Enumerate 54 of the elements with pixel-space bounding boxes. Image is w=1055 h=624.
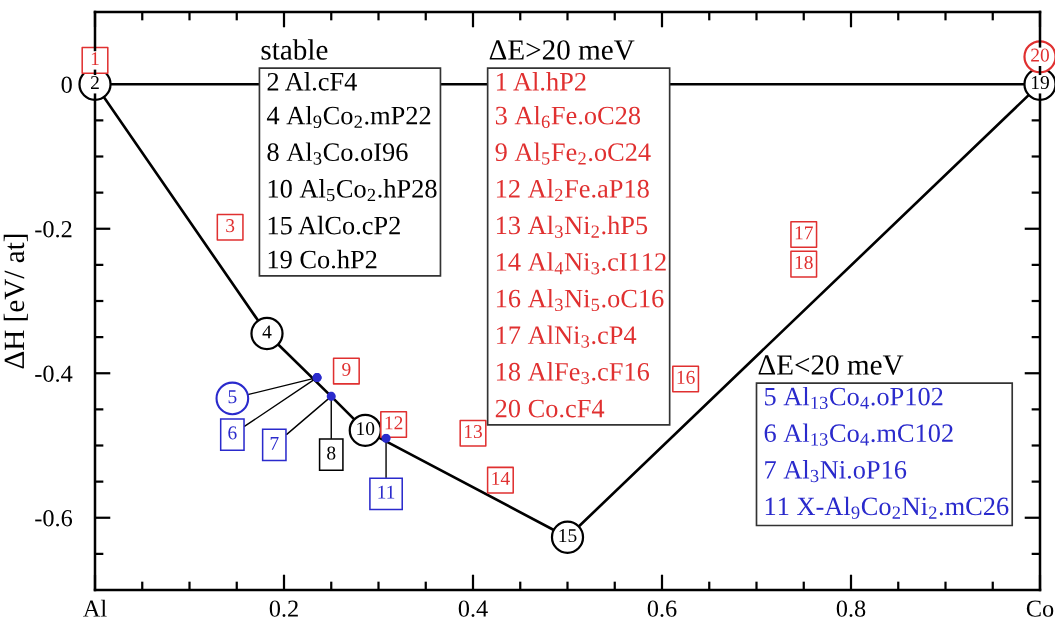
annotation: 2 (90, 76, 99, 89)
annotation: 9 (342, 362, 351, 376)
annotation: 8 (327, 446, 336, 460)
x-tick-label: Co (1026, 600, 1054, 617)
x-tick-label: 0.8 (836, 600, 866, 617)
annotation: 6 (228, 426, 237, 440)
annotation: 12 (385, 416, 403, 430)
annotation: 17 (795, 226, 813, 240)
x-tick-label: 0.4 (458, 600, 488, 617)
x-tick-label: 0.6 (647, 600, 677, 617)
annotation: 14 Al$_{4}$Ni$_{3}$.cI112 (496, 252, 666, 275)
annotation: 5 Al$_{13}$Co$_{4}$.oP102 (765, 386, 943, 410)
y-tick-label: -0.2 (35, 221, 72, 238)
annotation: 1 (91, 52, 99, 66)
annotation: 7 (270, 436, 279, 450)
annotation: 19 Co.hP2 (268, 249, 377, 269)
annotation: 3 Al$_{6}$Fe.oC28 (495, 105, 641, 129)
annotation: 16 (677, 370, 695, 384)
annotation: 16 Al$_{3}$Ni$_{5}$.oC16 (496, 288, 664, 312)
annotation: 4 (262, 325, 272, 339)
annotation: 3 (226, 219, 235, 233)
annotation: 14 (492, 472, 510, 485)
annotation: 5 (228, 390, 237, 404)
annotation: ΔE<20 meV (758, 355, 904, 375)
annotation: 11 X-Al$_{9}$Co$_{2}$Ni$_{2}$.mC26 (765, 496, 1009, 519)
annotation: 17 AlNi$_{3}$.cP4 (496, 325, 637, 348)
annotation: 8 Al$_{3}$Co.oI96 (267, 142, 408, 165)
annotation: 10 Al$_{5}$Co$_{2}$.hP28 (268, 179, 437, 202)
annotation: stable (261, 39, 328, 60)
y-tick-label: 0 (61, 76, 72, 93)
annotation: 10 (357, 422, 375, 436)
y-tick-label: -0.4 (35, 365, 73, 383)
annotation: 18 (795, 255, 813, 270)
annotation: 12 Al$_{2}$Fe.aP18 (496, 179, 649, 202)
annotation: 13 Al$_{3}$Ni$_{2}$.hP5 (496, 215, 648, 238)
annotation: 15 AlCo.cP2 (268, 215, 400, 235)
annotation: 7 Al$_{3}$Ni.oP16 (765, 460, 907, 483)
annotation: 1 Al.hP2 (496, 72, 586, 91)
annotation: 15 (559, 529, 577, 543)
y-tick-label: -0.6 (35, 510, 73, 527)
annotation: 20 Co.cF4 (495, 399, 605, 418)
y-axis-title: ΔH [eV/ at] (3, 234, 28, 369)
annotation: 20 (1031, 48, 1049, 62)
annotation: 9 Al$_{5}$Fe$_{2}$.oC24 (495, 142, 651, 165)
x-tick-label: 0.2 (269, 600, 298, 617)
annotation: 2 Al.cF4 (267, 72, 357, 91)
annotation: 4 Al$_{9}$Co$_{2}$.mP22 (266, 105, 431, 129)
annotation: 6 Al$_{13}$Co$_{4}$.mC102 (764, 423, 953, 446)
annotation: ΔE>20 meV (489, 40, 635, 60)
annotation: 19 (1031, 76, 1049, 90)
annotation: 11 (378, 485, 395, 499)
x-tick-label: Al (83, 599, 107, 617)
annotation: 13 (464, 425, 482, 439)
annotation: 18 AlFe$_{3}$.cF16 (496, 362, 650, 385)
